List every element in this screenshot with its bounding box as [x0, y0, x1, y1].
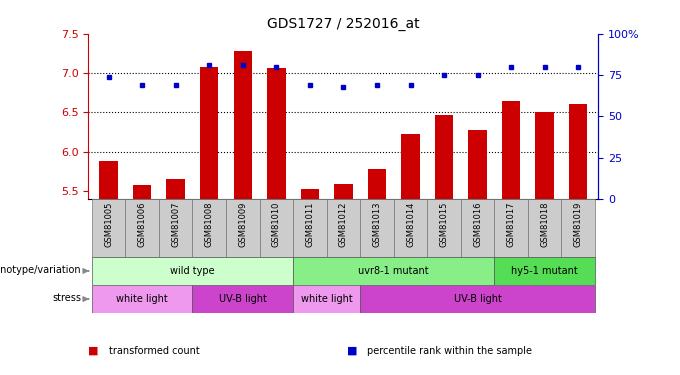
- FancyBboxPatch shape: [125, 199, 159, 257]
- Text: white light: white light: [116, 294, 168, 304]
- FancyBboxPatch shape: [394, 199, 427, 257]
- FancyBboxPatch shape: [427, 199, 461, 257]
- Text: genotype/variation: genotype/variation: [0, 264, 82, 274]
- Title: GDS1727 / 252016_at: GDS1727 / 252016_at: [267, 17, 420, 32]
- Bar: [435, 116, 454, 199]
- FancyBboxPatch shape: [92, 199, 125, 257]
- Text: GSM81011: GSM81011: [305, 202, 314, 247]
- Text: GSM81015: GSM81015: [439, 202, 449, 247]
- FancyBboxPatch shape: [293, 257, 494, 285]
- FancyBboxPatch shape: [562, 199, 595, 257]
- Text: transformed count: transformed count: [109, 346, 199, 355]
- Bar: [167, 179, 185, 199]
- Text: UV-B light: UV-B light: [219, 294, 267, 304]
- FancyBboxPatch shape: [494, 257, 595, 285]
- Text: ■: ■: [88, 346, 99, 355]
- FancyBboxPatch shape: [92, 257, 293, 285]
- Text: ■: ■: [347, 346, 357, 355]
- FancyBboxPatch shape: [226, 199, 260, 257]
- Text: GSM81007: GSM81007: [171, 202, 180, 247]
- Bar: [569, 105, 588, 199]
- Bar: [133, 185, 152, 199]
- FancyBboxPatch shape: [494, 199, 528, 257]
- FancyBboxPatch shape: [528, 199, 562, 257]
- Text: GSM81018: GSM81018: [540, 202, 549, 247]
- Text: GSM81014: GSM81014: [406, 202, 415, 247]
- FancyBboxPatch shape: [360, 285, 595, 313]
- FancyBboxPatch shape: [192, 199, 226, 257]
- Text: UV-B light: UV-B light: [454, 294, 502, 304]
- Bar: [535, 112, 554, 199]
- Bar: [368, 169, 386, 199]
- Text: hy5-1 mutant: hy5-1 mutant: [511, 266, 578, 276]
- Text: GSM81019: GSM81019: [574, 202, 583, 247]
- Text: GSM81009: GSM81009: [238, 202, 248, 247]
- FancyBboxPatch shape: [461, 199, 494, 257]
- Text: percentile rank within the sample: percentile rank within the sample: [367, 346, 532, 355]
- Text: uvr8-1 mutant: uvr8-1 mutant: [358, 266, 429, 276]
- Bar: [267, 68, 286, 199]
- FancyBboxPatch shape: [192, 285, 293, 313]
- Bar: [469, 130, 487, 199]
- Bar: [99, 161, 118, 199]
- Bar: [233, 51, 252, 199]
- Text: GSM81008: GSM81008: [205, 202, 214, 247]
- Text: GSM81017: GSM81017: [507, 202, 515, 247]
- Bar: [301, 189, 319, 199]
- Text: GSM81012: GSM81012: [339, 202, 348, 247]
- Bar: [200, 67, 218, 199]
- Text: GSM81010: GSM81010: [272, 202, 281, 247]
- Text: GSM81006: GSM81006: [137, 202, 147, 247]
- FancyBboxPatch shape: [293, 199, 326, 257]
- FancyBboxPatch shape: [92, 285, 192, 313]
- Bar: [401, 134, 420, 199]
- Text: stress: stress: [52, 292, 82, 303]
- Text: GSM81013: GSM81013: [373, 202, 381, 247]
- FancyBboxPatch shape: [159, 199, 192, 257]
- Text: wild type: wild type: [170, 266, 215, 276]
- Bar: [334, 184, 353, 199]
- Text: GSM81005: GSM81005: [104, 202, 113, 247]
- Text: GSM81016: GSM81016: [473, 202, 482, 247]
- Bar: [502, 100, 520, 199]
- FancyBboxPatch shape: [326, 199, 360, 257]
- FancyBboxPatch shape: [360, 199, 394, 257]
- FancyBboxPatch shape: [260, 199, 293, 257]
- FancyBboxPatch shape: [293, 285, 360, 313]
- Text: white light: white light: [301, 294, 352, 304]
